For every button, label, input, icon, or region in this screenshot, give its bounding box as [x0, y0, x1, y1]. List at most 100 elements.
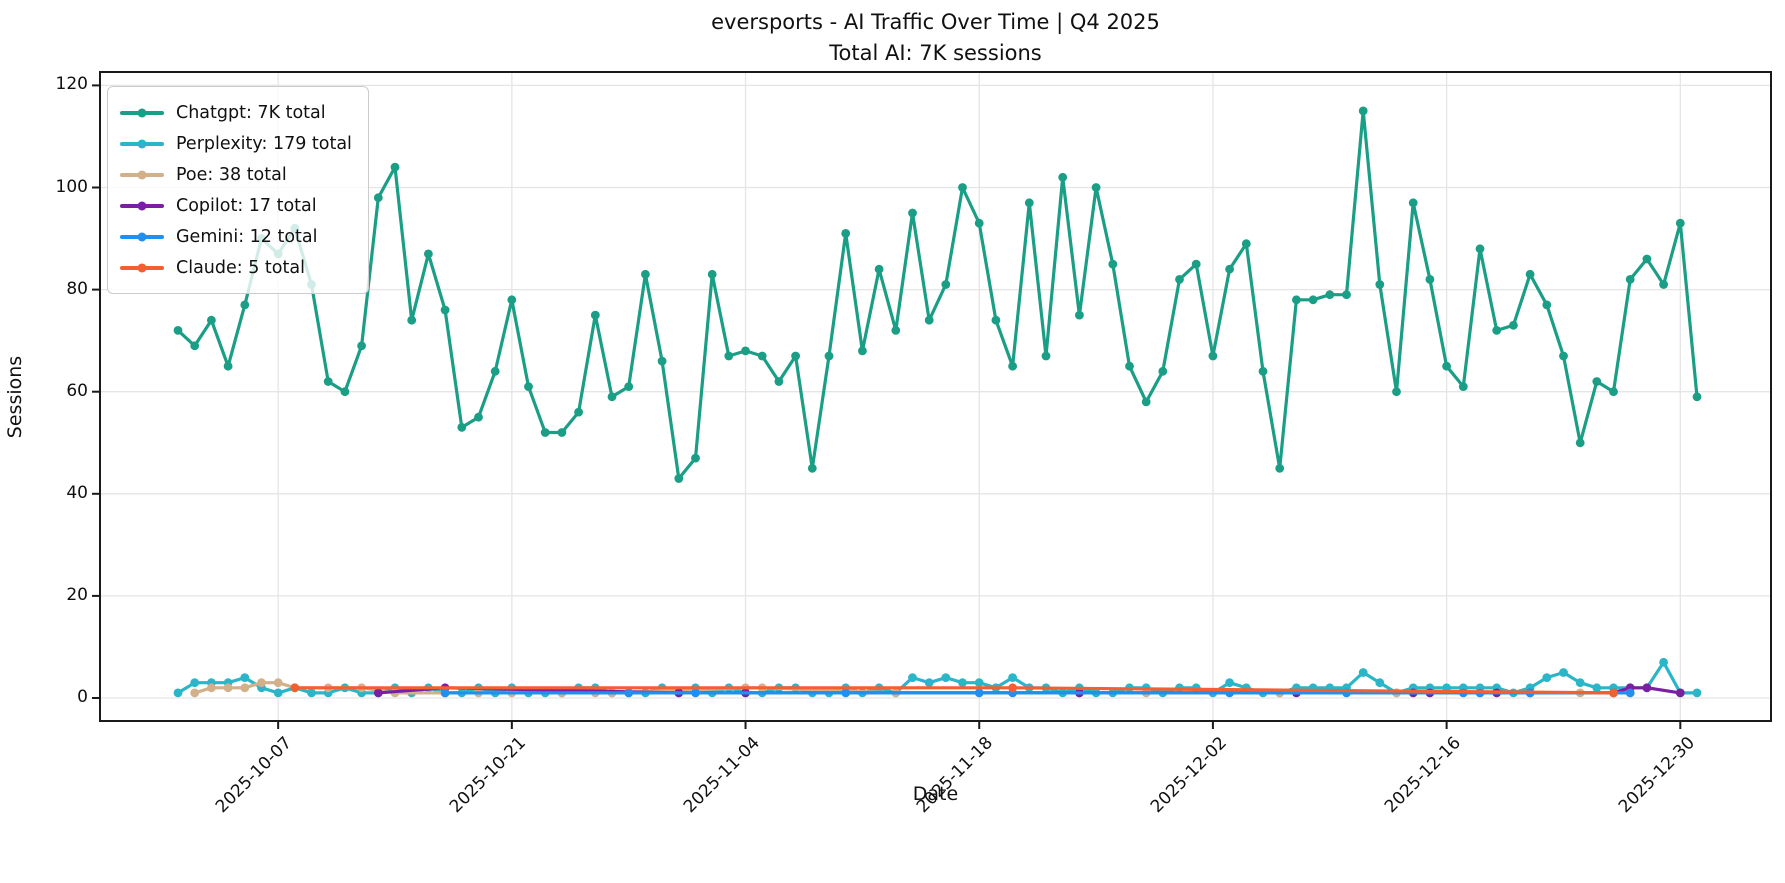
- data-point-claude: [1008, 683, 1017, 693]
- legend-item: Gemini: 12 total: [120, 221, 352, 252]
- data-point-chatgpt: [908, 208, 917, 218]
- data-point-perplexity: [1008, 673, 1017, 682]
- data-point-chatgpt: [407, 315, 417, 325]
- data-point-chatgpt: [624, 382, 634, 391]
- data-point-chatgpt: [323, 377, 333, 386]
- data-point-chatgpt: [1458, 382, 1468, 391]
- y-tick-label: 20: [66, 584, 88, 605]
- data-point-chatgpt: [1141, 397, 1151, 407]
- data-point-chatgpt: [223, 361, 233, 371]
- legend-item: Copilot: 17 total: [120, 190, 352, 221]
- legend-item: Perplexity: 179 total: [120, 128, 352, 159]
- data-point-chatgpt: [991, 315, 1001, 325]
- data-point-chatgpt: [1392, 387, 1401, 397]
- data-point-chatgpt: [1108, 259, 1118, 269]
- y-tick-label: 0: [77, 687, 88, 707]
- data-point-chatgpt: [207, 315, 216, 325]
- data-point-perplexity: [974, 678, 984, 688]
- data-point-chatgpt: [490, 366, 500, 376]
- plot-area: [100, 72, 1771, 721]
- data-point-copilot: [373, 688, 383, 698]
- data-point-chatgpt: [1642, 254, 1652, 264]
- data-point-chatgpt: [457, 423, 467, 432]
- data-point-chatgpt: [841, 229, 851, 238]
- data-point-perplexity: [1692, 688, 1702, 698]
- legend-item-label: Claude: 5 total: [176, 257, 305, 278]
- data-point-chatgpt: [958, 183, 967, 192]
- data-point-chatgpt: [390, 162, 400, 172]
- data-point-chatgpt: [1208, 351, 1218, 361]
- data-point-chatgpt: [1325, 290, 1335, 300]
- data-point-chatgpt: [1225, 264, 1234, 274]
- data-point-chatgpt: [173, 326, 183, 335]
- data-point-gemini: [841, 688, 851, 698]
- data-point-perplexity: [1575, 678, 1585, 688]
- data-point-perplexity: [1225, 678, 1234, 688]
- data-point-chatgpt: [440, 305, 450, 315]
- data-point-chatgpt: [357, 341, 366, 351]
- data-point-chatgpt: [607, 392, 617, 402]
- data-point-poe: [257, 678, 266, 688]
- data-point-copilot: [1675, 688, 1685, 698]
- data-point-chatgpt: [373, 193, 383, 203]
- data-point-chatgpt: [190, 341, 200, 351]
- data-point-perplexity: [273, 688, 283, 698]
- data-point-chatgpt: [741, 346, 750, 356]
- data-point-chatgpt: [641, 269, 650, 279]
- axes-spines: [99, 71, 1772, 722]
- data-point-chatgpt: [1041, 351, 1051, 361]
- data-point-perplexity: [924, 678, 934, 688]
- legend-item: Poe: 38 total: [120, 159, 352, 190]
- y-tick-label: 80: [66, 278, 88, 299]
- data-point-chatgpt: [590, 310, 600, 320]
- y-tick-label: 60: [66, 380, 88, 401]
- data-point-chatgpt: [924, 315, 934, 325]
- data-point-perplexity: [173, 688, 183, 698]
- data-point-copilot: [1642, 683, 1652, 693]
- data-point-perplexity: [1358, 668, 1368, 677]
- data-point-chatgpt: [1024, 198, 1034, 208]
- data-point-chatgpt: [1592, 377, 1602, 386]
- data-point-perplexity: [307, 688, 316, 698]
- legend-item-label: Poe: 38 total: [176, 164, 287, 185]
- data-point-chatgpt: [1692, 392, 1702, 402]
- data-point-chatgpt: [858, 346, 867, 356]
- data-point-chatgpt: [1525, 269, 1535, 279]
- legend-line-marker-icon: [120, 234, 164, 239]
- legend-item-label: Chatgpt: 7K total: [176, 102, 326, 123]
- data-point-chatgpt: [1075, 310, 1084, 320]
- legend-item: Chatgpt: 7K total: [120, 97, 352, 128]
- data-point-chatgpt: [1308, 295, 1318, 305]
- data-point-poe: [240, 683, 250, 693]
- data-point-chatgpt: [1408, 198, 1418, 208]
- data-point-poe: [223, 683, 233, 693]
- legend-line-marker-icon: [120, 203, 164, 208]
- legend-item-label: Perplexity: 179 total: [176, 133, 352, 154]
- legend-item-label: Gemini: 12 total: [176, 226, 318, 247]
- data-point-perplexity: [958, 678, 967, 688]
- data-point-chatgpt: [574, 407, 583, 417]
- y-tick-label: 120: [55, 74, 88, 95]
- data-point-chatgpt: [724, 351, 734, 361]
- data-point-poe: [190, 688, 200, 698]
- data-point-chatgpt: [1675, 218, 1685, 228]
- data-point-chatgpt: [824, 351, 834, 361]
- data-point-chatgpt: [1241, 239, 1251, 249]
- data-point-chatgpt: [1191, 259, 1201, 269]
- data-point-chatgpt: [1492, 326, 1502, 335]
- data-point-chatgpt: [1158, 366, 1168, 376]
- data-point-chatgpt: [540, 428, 550, 437]
- chart-subtitle: Total AI: 7K sessions: [829, 41, 1042, 65]
- legend-item: Claude: 5 total: [120, 252, 352, 283]
- data-point-perplexity: [1592, 683, 1602, 693]
- data-point-chatgpt: [1008, 361, 1017, 371]
- data-point-chatgpt: [1125, 361, 1134, 371]
- data-point-gemini: [624, 688, 634, 698]
- data-point-poe: [273, 678, 283, 688]
- data-point-chatgpt: [691, 453, 700, 463]
- chart-title: eversports - AI Traffic Over Time | Q4 2…: [711, 10, 1160, 34]
- data-point-chatgpt: [524, 382, 533, 391]
- data-point-chatgpt: [1659, 280, 1668, 289]
- data-point-chatgpt: [1475, 244, 1485, 254]
